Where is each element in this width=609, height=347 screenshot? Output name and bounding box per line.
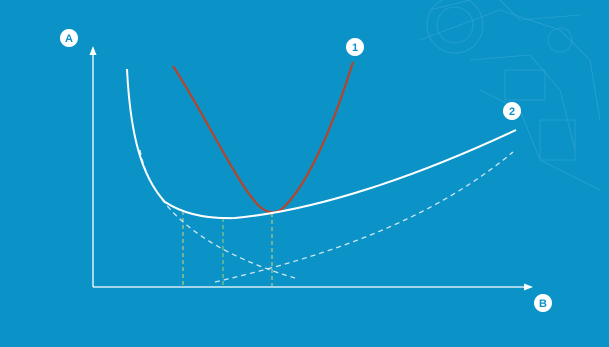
curve-1-label-badge: 1 <box>346 38 364 56</box>
curve-2 <box>126 68 517 220</box>
x-axis-label-badge: B <box>534 294 552 312</box>
background-sketch <box>419 0 601 191</box>
y-axis-label-badge: A <box>60 29 78 47</box>
curve-2-label-badge: 2 <box>503 102 521 120</box>
x-axis-arrow <box>524 283 533 291</box>
dashed-curve-increasing <box>214 151 514 283</box>
curve-1-label: 1 <box>352 42 358 54</box>
curve-2-label: 2 <box>509 106 515 118</box>
curve-1 <box>172 61 355 214</box>
y-axis-arrow <box>89 46 97 55</box>
x-axis-label: B <box>539 298 547 310</box>
y-axis-label: A <box>65 33 73 45</box>
